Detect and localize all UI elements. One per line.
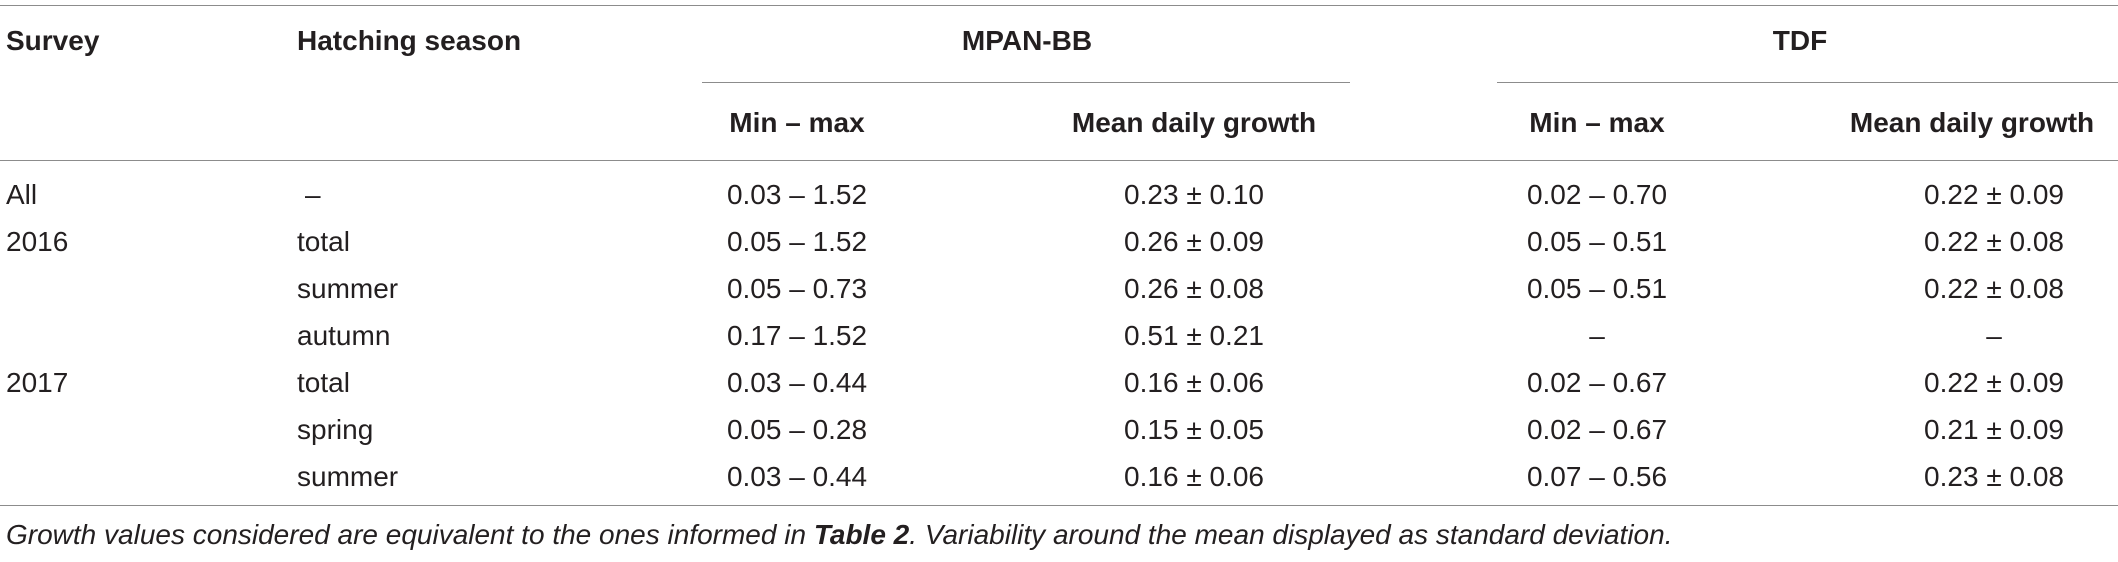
cell-season: summer <box>297 273 399 304</box>
table-caption: Growth values considered are equivalent … <box>6 518 1672 552</box>
header-tdf-mean: Mean daily growth <box>1849 107 2095 138</box>
cell-mpan-mean: 0.23 ± 0.10 <box>1124 179 1264 210</box>
cell-season: autumn <box>297 320 391 351</box>
top-rule <box>0 5 2118 6</box>
cell-tdf-minmax: – <box>1589 320 1605 351</box>
cell-tdf-mean: 0.22 ± 0.08 <box>1924 226 2064 257</box>
cell-tdf-mean: – <box>1986 320 2002 351</box>
cell-season: – <box>305 179 321 210</box>
caption-text-after: . Variability around the mean displayed … <box>909 519 1673 550</box>
header-group-tdf: TDF <box>1772 25 1828 56</box>
cell-mpan-mean: 0.15 ± 0.05 <box>1124 414 1264 445</box>
cell-mpan-mean: 0.16 ± 0.06 <box>1124 367 1264 398</box>
cell-tdf-mean: 0.22 ± 0.09 <box>1924 179 2064 210</box>
cell-mpan-mean: 0.51 ± 0.21 <box>1124 320 1264 351</box>
header-rule <box>0 160 2118 161</box>
header-mpan-mean: Mean daily growth <box>1071 107 1317 138</box>
cell-mpan-minmax: 0.03 – 0.44 <box>726 367 868 398</box>
bottom-rule <box>0 505 2118 506</box>
header-tdf-minmax: Min – max <box>1529 107 1665 138</box>
caption-table-reference[interactable]: Table 2 <box>813 519 910 550</box>
cell-tdf-minmax: 0.02 – 0.67 <box>1526 367 1668 398</box>
cell-tdf-minmax: 0.02 – 0.70 <box>1526 179 1668 210</box>
cell-mpan-mean: 0.16 ± 0.06 <box>1124 461 1264 492</box>
cell-mpan-minmax: 0.03 – 0.44 <box>726 461 868 492</box>
cell-tdf-mean: 0.21 ± 0.09 <box>1924 414 2064 445</box>
cell-mpan-minmax: 0.17 – 1.52 <box>726 320 868 351</box>
group1-rule <box>702 82 1350 83</box>
header-mpan-minmax: Min – max <box>729 107 865 138</box>
cell-mpan-mean: 0.26 ± 0.08 <box>1124 273 1264 304</box>
group2-rule <box>1497 82 2118 83</box>
cell-tdf-minmax: 0.05 – 0.51 <box>1526 273 1668 304</box>
cell-mpan-minmax: 0.03 – 1.52 <box>726 179 868 210</box>
cell-survey: 2016 <box>6 226 69 257</box>
cell-survey: 2017 <box>6 367 69 398</box>
caption-text-before: Growth values considered are equivalent … <box>6 519 814 550</box>
cell-survey: All <box>6 179 38 210</box>
cell-season: summer <box>297 461 399 492</box>
cell-tdf-minmax: 0.07 – 0.56 <box>1526 461 1668 492</box>
cell-tdf-minmax: 0.02 – 0.67 <box>1526 414 1668 445</box>
cell-mpan-mean: 0.26 ± 0.09 <box>1124 226 1264 257</box>
cell-season: spring <box>297 414 374 445</box>
cell-tdf-mean: 0.22 ± 0.08 <box>1924 273 2064 304</box>
cell-season: total <box>297 367 350 398</box>
cell-season: total <box>297 226 350 257</box>
cell-mpan-minmax: 0.05 – 1.52 <box>726 226 868 257</box>
header-group-mpan-bb: MPAN-BB <box>961 25 1093 56</box>
cell-mpan-minmax: 0.05 – 0.73 <box>726 273 868 304</box>
cell-tdf-minmax: 0.05 – 0.51 <box>1526 226 1668 257</box>
cell-tdf-mean: 0.22 ± 0.09 <box>1924 367 2064 398</box>
header-hatching-season: Hatching season <box>297 25 522 56</box>
cell-mpan-minmax: 0.05 – 0.28 <box>726 414 868 445</box>
header-survey: Survey <box>6 25 100 56</box>
cell-tdf-mean: 0.23 ± 0.08 <box>1924 461 2064 492</box>
